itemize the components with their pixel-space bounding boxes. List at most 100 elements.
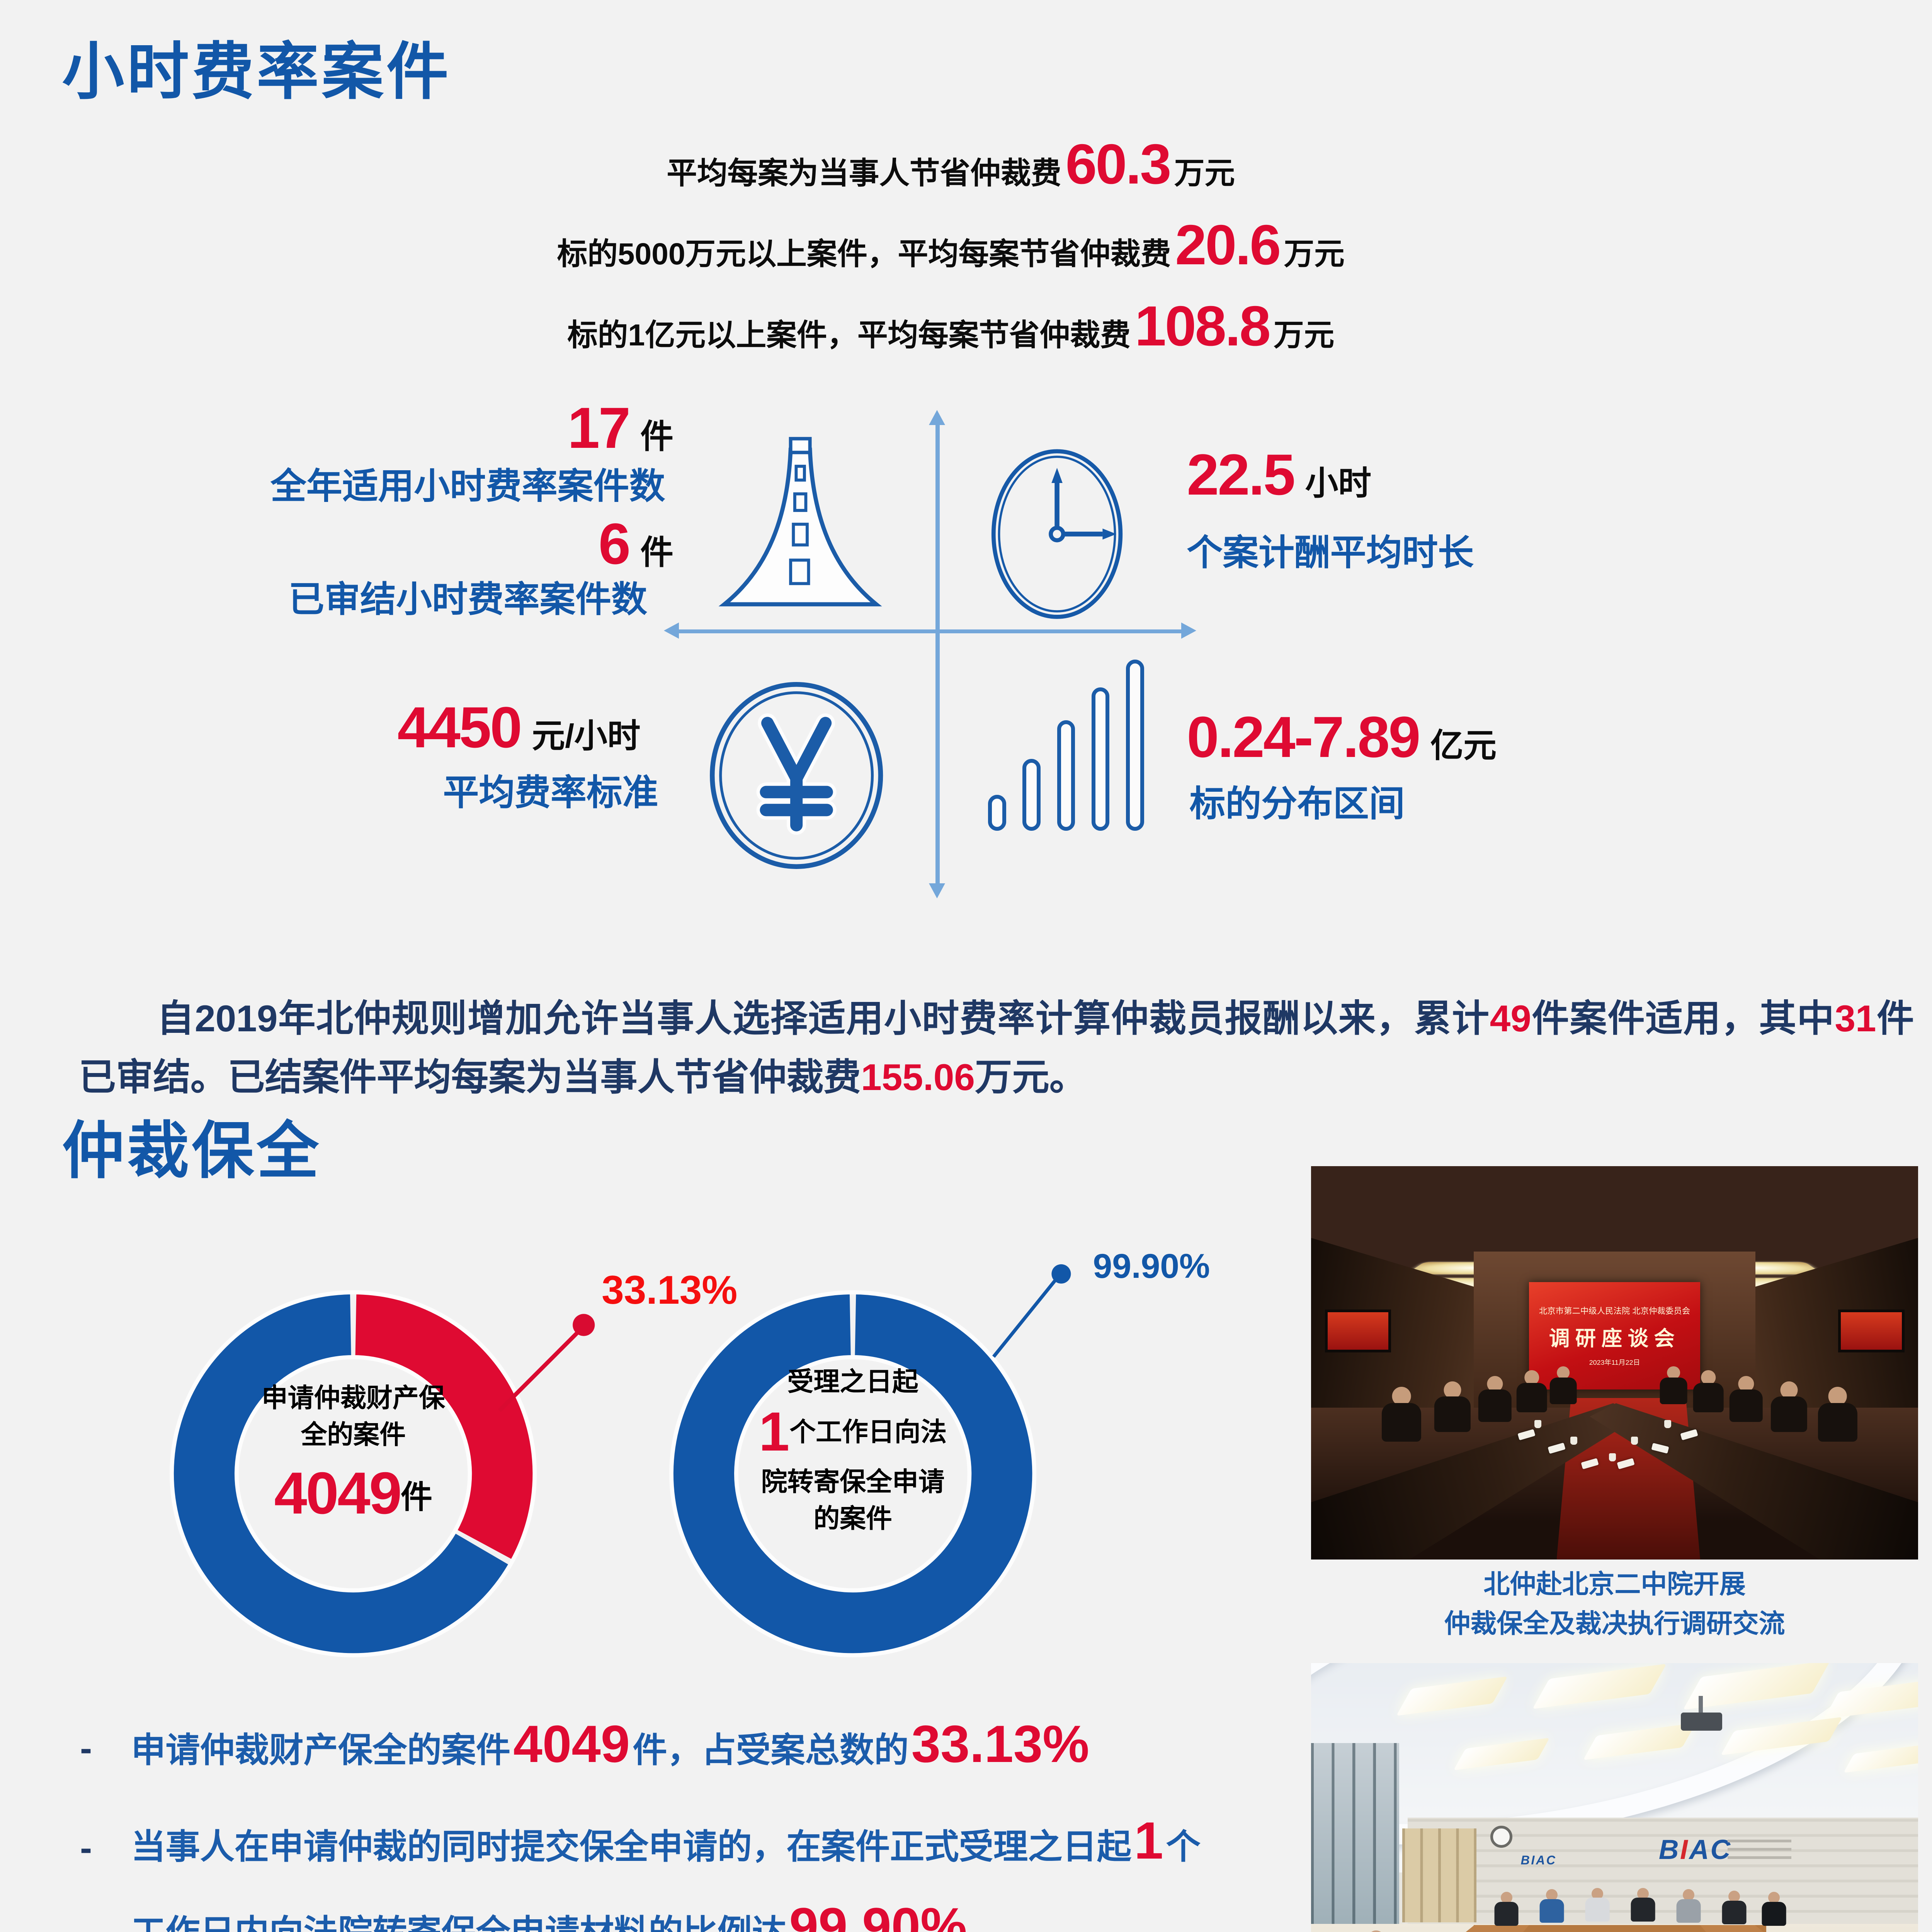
clock-icon [992,449,1123,619]
teacup [1570,1436,1578,1445]
bac-logo-small: BIAC [1521,1853,1557,1867]
logo-text: BIAC [1520,1853,1557,1867]
stat-text: 平均每案为当事人节省仲裁费 [667,156,1061,190]
donut1-line: 申请仲裁财产保 [261,1384,445,1413]
donut1-unit: 件 [400,1480,432,1515]
average-rate-unit: 元/小时 [532,717,641,755]
teacup [1609,1453,1616,1462]
person-figure [1692,1370,1725,1414]
bullet-text: 件，占受案总数的 [633,1731,909,1770]
stat-line-100m: 标的1亿元以上案件，平均每案节省仲裁费 108.8 万元 [0,292,1901,373]
donut2-value: 1 [759,1401,790,1463]
donut2-inner-text: 受理之日起 1个工作日向法 院转寄保全申请 的案件 [701,1364,1005,1537]
person-figure [1721,1891,1748,1926]
para-text: 自2019年北仲规则增加允许当事人选择适用小时费率计算仲裁员报酬以来，累计 [157,998,1490,1039]
amount-range-label: 标的分布区间 [1189,783,1405,824]
bullet-dash: - [80,1827,92,1868]
photo2-window [1311,1743,1400,1931]
para-number: 31 [1835,998,1876,1039]
stat-text: 标的5000万元以上案件，平均每案节省仲裁费 [557,237,1171,271]
stat-line-average: 平均每案为当事人节省仲裁费 60.3 万元 [0,130,1901,211]
donut2-line: 个工作日向法 [789,1417,947,1447]
logo-caption-lines [1728,1839,1791,1859]
para-text: 件案件适用，其中 [1531,998,1835,1039]
bullet-text: 当事人在申请仲裁的同时提交保全申请的，在案件正式受理之日起 [131,1827,1131,1866]
para-number: 155.06 [861,1057,975,1099]
section-title-hourly-rate: 小时费率案件 [62,37,451,107]
screen-date: 2023年11月22日 [1589,1359,1640,1367]
amount-range-unit: 亿元 [1430,727,1497,764]
bullet-preservation-count: 申请仲裁财产保全的案件 4049 件，占受案总数的 33.13% [131,1708,1092,1791]
stat-value: 60.3 [1065,132,1171,196]
stat-average-hours: 22.5 小时 [1187,444,1371,518]
photo1-caption: 北仲赴北京二中院开展 仲裁保全及裁决执行调研交流 [1311,1565,1918,1644]
cases-closed-unit: 件 [640,534,673,571]
donut2-line: 受理之日起 [787,1367,918,1396]
screen-title: 调研座谈会 [1549,1327,1680,1350]
photo1-caption-line2: 仲裁保全及裁决执行调研交流 [1444,1609,1785,1638]
average-hours-label: 个案计酬平均时长 [1187,532,1474,573]
quadrant-vertical-axis [929,410,945,898]
person-figure [1761,1892,1787,1927]
cases-applied-label: 全年适用小时费率案件数 [270,466,665,507]
person-figure [1630,1888,1656,1923]
stat-cases-applied: 17 件 [414,395,673,471]
person-figure [1493,1892,1520,1927]
bullet-text: 工作日内向法院转寄保全申请材料的比例达 [131,1913,786,1932]
person-figure [1675,1889,1702,1924]
bar [988,795,1006,831]
bar [1126,660,1144,831]
bar-chart-icon [988,660,1167,831]
teacup [1534,1420,1542,1429]
section-title-preservation: 仲裁保全 [62,1116,322,1186]
person-figure [1358,1930,1394,1932]
bullet-dash: - [80,1728,92,1769]
savings-stats: 平均每案为当事人节省仲裁费 60.3 万元 标的5000万元以上案件，平均每案节省仲… [0,130,1901,373]
photo2-wall-clock [1490,1825,1512,1848]
bullet-number: 33.13% [911,1714,1089,1774]
person-figure [1432,1381,1472,1434]
bar [1091,687,1110,831]
stat-amount-range: 0.24-7.89 亿元 [1187,704,1497,780]
donut1-value: 4049 [274,1459,402,1526]
person-figure [1476,1376,1513,1425]
bullet-transfer-line1: 当事人在申请仲裁的同时提交保全申请的，在案件正式受理之日起 1 个 [131,1805,1201,1888]
stat-line-50m: 标的5000万元以上案件，平均每案节省仲裁费 20.6 万元 [0,211,1901,292]
bullet-transfer-line2: 工作日内向法院转寄保全申请材料的比例达99.90%。 [131,1891,1004,1932]
donut1-line: 全的案件 [301,1420,406,1450]
hourly-summary-paragraph: 自2019年北仲规则增加允许当事人选择适用小时费率计算仲裁员报酬以来，累计49件… [79,990,1914,1107]
stat-text: 标的1亿元以上案件，平均每案节省仲裁费 [567,318,1131,352]
photo1-side-screen [1325,1310,1391,1352]
photo-court-visit: 北京市第二中级人民法院 北京仲裁委员会 调研座谈会 2023年11月22日 [1311,1166,1918,1560]
average-rate-label: 平均费率标准 [443,772,658,813]
average-hours-value: 22.5 [1187,442,1295,507]
donut-chart-preservation-cases [170,1290,537,1658]
photo2-back-table [1474,1925,1767,1932]
bar [1057,720,1075,831]
bullet-text: 个 [1166,1827,1201,1866]
bullet-text: 。 [970,1913,1004,1932]
para-text: 万元。 [975,1057,1087,1099]
person-figure [1584,1888,1611,1923]
donut2-percent-label: 99.90% [1093,1246,1210,1285]
person-figure [1539,1889,1565,1924]
photo2-projector [1680,1696,1723,1731]
donut1-inner-text: 申请仲裁财产保 全的案件 4049件 [201,1380,505,1527]
bar [1022,759,1041,831]
photo1-caption-line1: 北仲赴北京二中院开展 [1483,1570,1746,1599]
donut-chart-one-day-transfer [669,1290,1037,1658]
person-figure [1816,1387,1859,1444]
stat-value: 20.6 [1175,213,1281,277]
bullet-text: 申请仲裁财产保全的案件 [131,1731,511,1770]
cases-applied-value: 17 [567,395,631,460]
donut1-percent-label: 33.13% [602,1267,738,1312]
stat-unit: 万元 [1274,318,1335,352]
amount-range-value: 0.24-7.89 [1187,704,1420,769]
bullet-number: 4049 [513,1714,630,1774]
donut2-line: 院转寄保全申请 [761,1467,945,1497]
photo1-side-screen [1838,1310,1905,1352]
bullet-number: 1 [1134,1811,1163,1870]
person-figure [1515,1370,1548,1414]
para-number: 49 [1490,998,1531,1039]
